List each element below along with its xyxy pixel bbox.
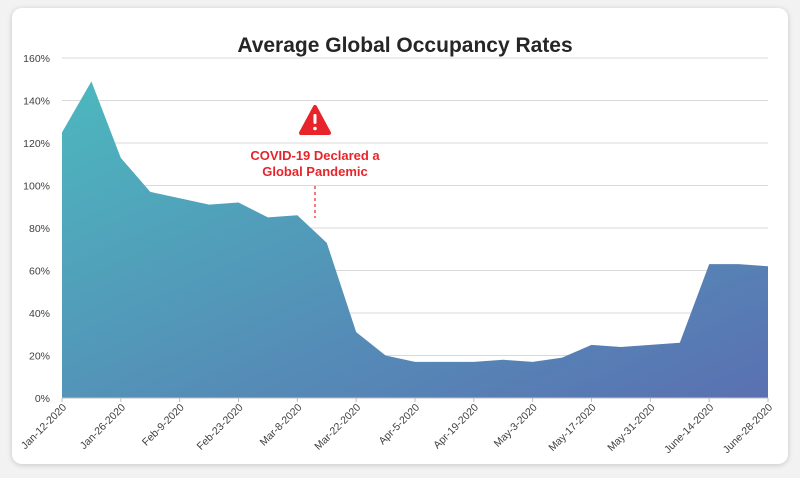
y-tick-label: 120% (23, 138, 50, 150)
x-tick-label: June-28-2020 (721, 402, 775, 456)
x-tick-label: Mar-8-2020 (258, 402, 305, 449)
annotation-line-2: Global Pandemic (262, 164, 367, 179)
y-tick-label: 100% (23, 181, 50, 193)
y-tick-label: 160% (23, 53, 50, 65)
pandemic-annotation: COVID-19 Declared a Global Pandemic (250, 105, 380, 218)
x-tick-label: May-31-2020 (605, 402, 657, 454)
x-tick-label: May-3-2020 (492, 402, 540, 450)
y-axis-ticks: 0% 20% 40% 60% 80% 100% 120% 140% 160% (23, 53, 50, 405)
x-tick-label: Feb-23-2020 (195, 402, 246, 453)
x-tick-label: Mar-22-2020 (312, 402, 363, 453)
y-tick-label: 80% (29, 223, 50, 235)
y-tick-label: 40% (29, 308, 50, 320)
x-axis-ticks: Jan-12-2020 Jan-26-2020 Feb-9-2020 Feb-23-2… (19, 398, 775, 456)
chart-title: Average Global Occupancy Rates (237, 34, 572, 57)
x-tick-label: May-17-2020 (546, 402, 598, 454)
y-tick-label: 20% (29, 351, 50, 363)
x-tick-label: June-14-2020 (662, 402, 716, 456)
annotation-line-1: COVID-19 Declared a (250, 148, 380, 163)
y-tick-label: 60% (29, 266, 50, 278)
x-tick-label: Apr-5-2020 (376, 402, 422, 448)
y-tick-label: 140% (23, 96, 50, 108)
x-tick-label: Jan-12-2020 (19, 402, 69, 452)
y-tick-label: 0% (35, 393, 50, 405)
occupancy-area-series (62, 81, 768, 399)
warning-icon (299, 105, 331, 135)
x-tick-label: Feb-9-2020 (140, 402, 187, 449)
x-tick-label: Apr-19-2020 (431, 402, 481, 452)
x-tick-label: Jan-26-2020 (78, 402, 128, 452)
